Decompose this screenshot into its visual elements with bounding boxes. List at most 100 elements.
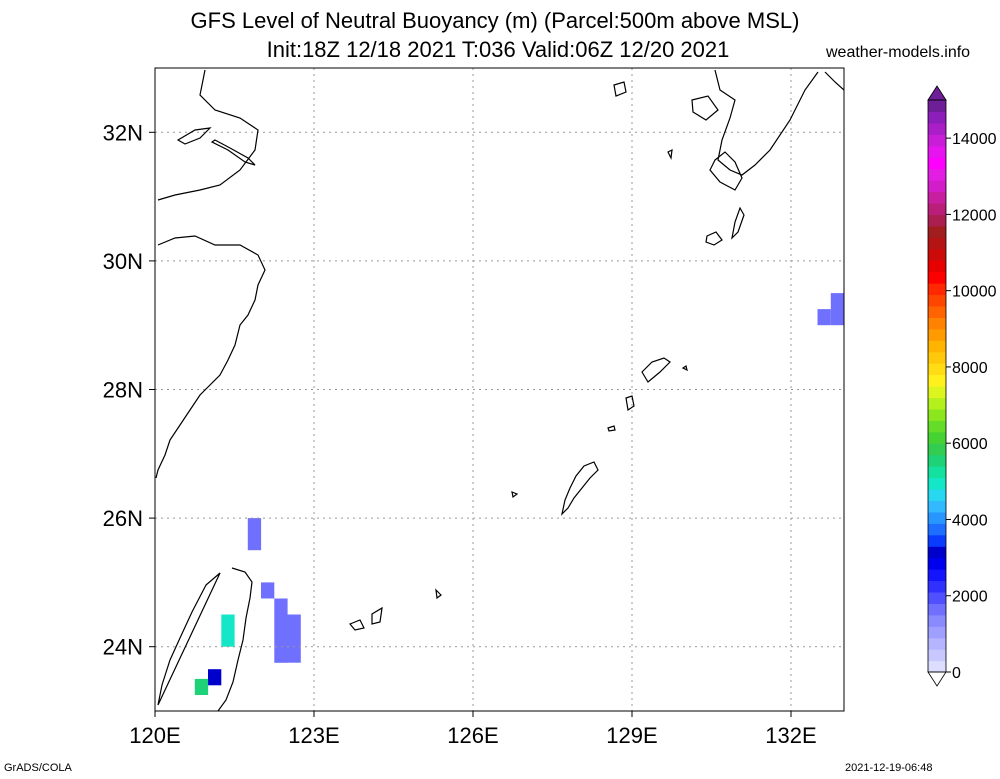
colorbar-swatch <box>928 180 946 193</box>
coastlines <box>155 69 844 711</box>
colorbar-swatch <box>928 523 946 536</box>
colorbar-swatch <box>928 363 946 376</box>
miyako-island <box>435 588 442 600</box>
colorbar-label: 0 <box>952 665 961 682</box>
lon-tick-label: 126E <box>447 723 498 748</box>
colorbar-label: 8000 <box>952 360 988 377</box>
colorbar-swatch <box>928 500 946 513</box>
colorbar-swatch <box>928 534 946 547</box>
tokunoshima <box>625 395 635 412</box>
okinawa-island <box>560 461 599 516</box>
lon-tick-label: 132E <box>765 723 816 748</box>
kagoshima-cape <box>691 95 719 121</box>
footer-software: GrADS/COLA <box>4 762 72 774</box>
lat-tick-label: 26N <box>103 506 143 531</box>
colorbar-label: 2000 <box>952 589 988 606</box>
colorbar-swatch <box>928 294 946 307</box>
colorbar-swatch <box>928 580 946 593</box>
shoreline-detail <box>176 127 212 145</box>
colorbar-swatch <box>928 454 946 467</box>
colorbar-swatch <box>928 443 946 456</box>
colorbar: 0 2000 4000 6000 8000 10000 12000 14000 <box>927 85 997 687</box>
lat-tick-label: 32N <box>103 120 143 145</box>
colorbar-max-arrow <box>927 85 947 101</box>
colorbar-swatch <box>928 660 946 673</box>
yangtze-estuary <box>210 139 256 166</box>
colorbar-swatch <box>928 340 946 353</box>
colorbar-swatch <box>928 122 946 135</box>
site-credit: weather-models.info <box>826 44 971 61</box>
data-cell <box>221 614 235 647</box>
colorbar-swatch <box>928 191 946 204</box>
data-cell <box>194 678 209 695</box>
colorbar-swatch <box>928 271 946 284</box>
tanegashima <box>731 206 745 240</box>
kume-island <box>511 491 519 499</box>
colorbar-swatch <box>928 283 946 296</box>
colorbar-swatch <box>928 397 946 410</box>
china-coast <box>155 69 266 479</box>
small-isle <box>681 365 688 372</box>
colorbar-swatch <box>928 248 946 261</box>
colorbar-label: 4000 <box>952 512 988 529</box>
data-cell <box>830 293 844 326</box>
data-cell <box>208 669 222 686</box>
data-cell <box>287 614 301 663</box>
colorbar-swatch <box>928 351 946 364</box>
colorbar-swatch <box>928 511 946 524</box>
colorbar-swatch <box>928 374 946 387</box>
colorbar-swatch <box>928 305 946 318</box>
data-cell <box>261 582 275 599</box>
okinoerabu <box>607 425 616 432</box>
colorbar-swatch <box>928 317 946 330</box>
colorbar-swatch <box>928 637 946 650</box>
colorbar-swatch <box>928 466 946 479</box>
data-layer <box>194 293 844 695</box>
yakushima <box>705 231 723 246</box>
lon-tick-label: 123E <box>288 723 339 748</box>
colorbar-swatch <box>928 431 946 444</box>
lon-tick-label: 129E <box>606 723 657 748</box>
colorbar-swatch <box>928 614 946 627</box>
grid-lines <box>155 68 844 711</box>
footer-timestamp: 2021-12-19-06:48 <box>845 762 933 774</box>
colorbar-swatch <box>928 202 946 215</box>
iriomote-island <box>349 619 365 631</box>
colorbar-swatch <box>928 260 946 273</box>
tiny-isles <box>613 81 673 161</box>
colorbar-swatch <box>928 214 946 227</box>
colorbar-swatch <box>928 225 946 238</box>
colorbar-swatch <box>928 557 946 570</box>
lat-tick-label: 28N <box>103 378 143 403</box>
colorbar-swatch <box>928 569 946 582</box>
colorbar-swatch <box>928 626 946 639</box>
lat-tick-label: 30N <box>103 249 143 274</box>
colorbar-min-arrow <box>927 671 947 687</box>
map-frame <box>154 67 845 712</box>
axis-ticks: 120E 123E 126E 129E 132E 24N 26N 28N 30N 32N <box>103 120 817 748</box>
colorbar-label: 14000 <box>952 131 997 148</box>
colorbar-swatch <box>928 157 946 170</box>
colorbar-swatch <box>928 237 946 250</box>
lat-tick-label: 24N <box>103 635 143 660</box>
colorbar-swatch <box>928 100 946 113</box>
data-cell <box>817 309 831 326</box>
colorbar-swatch <box>928 328 946 341</box>
colorbar-swatch <box>928 386 946 399</box>
colorbar-label: 10000 <box>952 284 997 301</box>
chart-title: GFS Level of Neutral Buoyancy (m) (Parce… <box>190 8 800 33</box>
colorbar-label: 6000 <box>952 436 988 453</box>
colorbar-swatch <box>928 111 946 124</box>
colorbar-swatch <box>928 546 946 559</box>
kyushu-coast <box>714 69 844 176</box>
colorbar-frame <box>927 99 947 673</box>
colorbar-swatch <box>928 603 946 616</box>
colorbar-swatch <box>928 408 946 421</box>
lon-tick-label: 120E <box>129 723 180 748</box>
colorbar-label: 12000 <box>952 207 997 224</box>
amami-oshima <box>641 357 671 383</box>
colorbar-swatch <box>928 649 946 662</box>
colorbar-swatch <box>928 488 946 501</box>
chart-subtitle: Init:18Z 12/18 2021 T:036 Valid:06Z 12/2… <box>266 37 730 62</box>
